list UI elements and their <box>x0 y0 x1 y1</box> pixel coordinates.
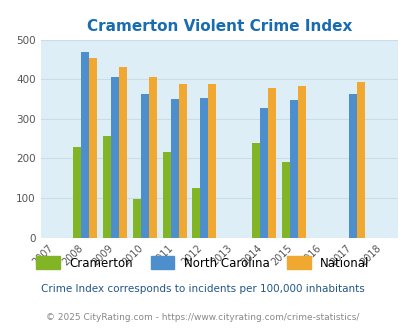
Bar <box>192 188 200 238</box>
Bar <box>259 108 267 238</box>
Bar <box>89 58 97 238</box>
Bar <box>200 98 208 238</box>
Bar <box>141 94 149 238</box>
Bar <box>178 84 186 238</box>
Bar <box>111 77 119 238</box>
Bar <box>281 162 289 238</box>
Bar <box>149 77 156 238</box>
Bar <box>103 136 111 238</box>
Bar <box>73 147 81 238</box>
Bar <box>251 143 259 238</box>
Bar <box>81 52 89 238</box>
Title: Cramerton Violent Crime Index: Cramerton Violent Crime Index <box>86 19 351 34</box>
Bar <box>162 152 170 238</box>
Bar <box>289 100 297 238</box>
Bar <box>297 86 305 238</box>
Text: © 2025 CityRating.com - https://www.cityrating.com/crime-statistics/: © 2025 CityRating.com - https://www.city… <box>46 313 359 322</box>
Bar <box>356 82 364 238</box>
Bar <box>119 67 127 238</box>
Text: Crime Index corresponds to incidents per 100,000 inhabitants: Crime Index corresponds to incidents per… <box>41 284 364 294</box>
Bar <box>348 94 356 238</box>
Bar <box>208 84 216 238</box>
Legend: Cramerton, North Carolina, National: Cramerton, North Carolina, National <box>32 252 373 274</box>
Bar <box>170 99 178 238</box>
Bar <box>267 88 275 238</box>
Bar <box>132 199 141 238</box>
